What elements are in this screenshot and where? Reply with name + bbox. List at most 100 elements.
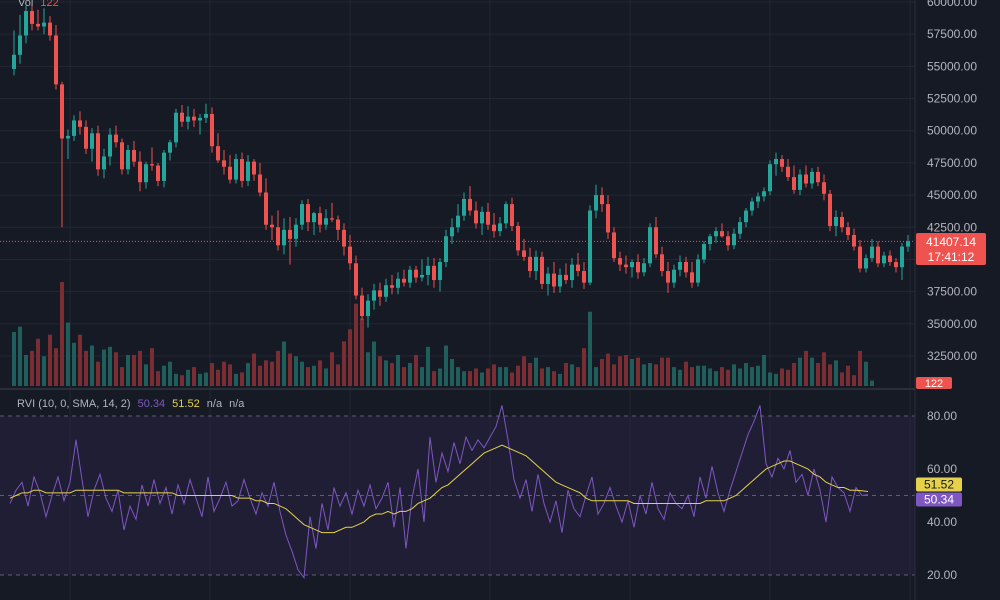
volume-bar <box>96 361 100 386</box>
candle-body <box>180 112 184 122</box>
candle-body <box>618 258 622 265</box>
volume-bar <box>84 350 88 386</box>
candle-body <box>42 22 46 27</box>
candle-body <box>672 269 676 283</box>
volume-bar <box>468 371 472 386</box>
candle-body <box>588 210 592 283</box>
candle-body <box>156 165 160 181</box>
volume-bar <box>648 363 652 386</box>
candle-body <box>900 246 904 268</box>
candle-body <box>72 120 76 136</box>
candle-body <box>468 198 472 211</box>
price-tick-label: 57500.00 <box>927 27 977 41</box>
volume-bar <box>270 361 274 386</box>
rvi-legend-rvi-value: 50.34 <box>137 398 166 410</box>
candle-body <box>606 204 610 233</box>
volume-legend[interactable]: Vol 122 <box>18 0 63 9</box>
volume-bar <box>666 357 670 386</box>
candle-body <box>354 263 358 296</box>
volume-bar <box>30 350 34 386</box>
volume-bar <box>792 363 796 386</box>
rvi-lines <box>9 405 869 579</box>
candle-body <box>60 84 64 139</box>
rvi-legend[interactable]: RVI (10, 0, SMA, 14, 2) 50.34 51.52 n/a … <box>17 398 248 410</box>
volume-bar <box>222 361 226 386</box>
candle-body <box>318 213 322 225</box>
candle-body <box>438 262 442 281</box>
volume-bar <box>252 353 256 386</box>
candle-body <box>708 236 712 245</box>
volume-bar <box>66 322 70 386</box>
volume-bar <box>798 357 802 386</box>
candle-body <box>882 255 886 264</box>
rvi-band <box>0 415 915 576</box>
candle-body <box>888 255 892 263</box>
candle-body <box>732 233 736 246</box>
volume-bar <box>336 364 340 386</box>
volume-bar <box>582 348 586 386</box>
candle-body <box>114 134 118 143</box>
volume-bar <box>156 371 160 386</box>
rvi-ma-badge <box>916 477 962 492</box>
price-tick-label: 60000.00 <box>927 0 977 9</box>
candle-body <box>192 116 196 121</box>
candle-body <box>306 204 310 223</box>
candle-body <box>546 273 550 284</box>
volume-bar <box>492 364 496 386</box>
candle-body <box>132 150 136 162</box>
volume-bar <box>588 311 592 386</box>
price-tick-label: 47500.00 <box>927 156 977 170</box>
price-tick-label: 35000.00 <box>927 317 977 331</box>
candle-body <box>642 263 646 273</box>
volume-bar <box>414 354 418 386</box>
volume-bar <box>684 361 688 386</box>
candle-body <box>846 227 850 235</box>
candle-body <box>228 166 232 180</box>
candle-body <box>366 300 370 317</box>
candle-body <box>792 177 796 190</box>
volume-bar <box>12 332 16 386</box>
last-price-value: 41407.14 <box>926 235 976 249</box>
volume-bar <box>372 341 376 386</box>
candle-body <box>138 161 142 183</box>
volume-bar <box>18 326 22 386</box>
volume-bar <box>480 372 484 386</box>
candle-body <box>870 246 874 259</box>
volume-bar <box>276 350 280 386</box>
volume-bar <box>528 363 532 386</box>
candle-body <box>486 211 490 225</box>
candle-body <box>48 22 52 36</box>
volume-bar <box>162 365 166 386</box>
volume-bar <box>564 363 568 386</box>
volume-bar <box>300 361 304 386</box>
candle-body <box>510 204 514 226</box>
volume-bar <box>390 363 394 386</box>
candle-body <box>120 142 124 170</box>
price-scale[interactable]: 60000.00 57500.00 55000.00 52500.00 50000.00… <box>927 0 977 582</box>
candle-body <box>810 171 814 184</box>
volume-bar <box>768 372 772 386</box>
volume-bar <box>762 354 766 386</box>
candle-body <box>822 182 826 194</box>
candle-body <box>198 117 202 121</box>
volume-bar <box>672 367 676 386</box>
volume-bar <box>234 373 238 386</box>
candle-body <box>612 232 616 259</box>
candle-body <box>630 262 634 268</box>
candle-body <box>210 113 214 147</box>
volume-bar <box>540 368 544 386</box>
candle-body <box>294 224 298 239</box>
volume-bar <box>822 352 826 386</box>
volume-bar <box>138 350 142 386</box>
countdown-value: 17:41:12 <box>928 250 975 264</box>
volume-bar <box>36 338 40 386</box>
volume-badge-value: 122 <box>925 378 943 390</box>
candle-body <box>756 196 760 202</box>
volume-bar <box>408 363 412 386</box>
volume-bar <box>660 357 664 386</box>
candle-body <box>288 229 292 239</box>
volume-bar <box>804 350 808 386</box>
volume-bar <box>840 372 844 386</box>
rvi-tick-label: 20.00 <box>927 568 957 582</box>
